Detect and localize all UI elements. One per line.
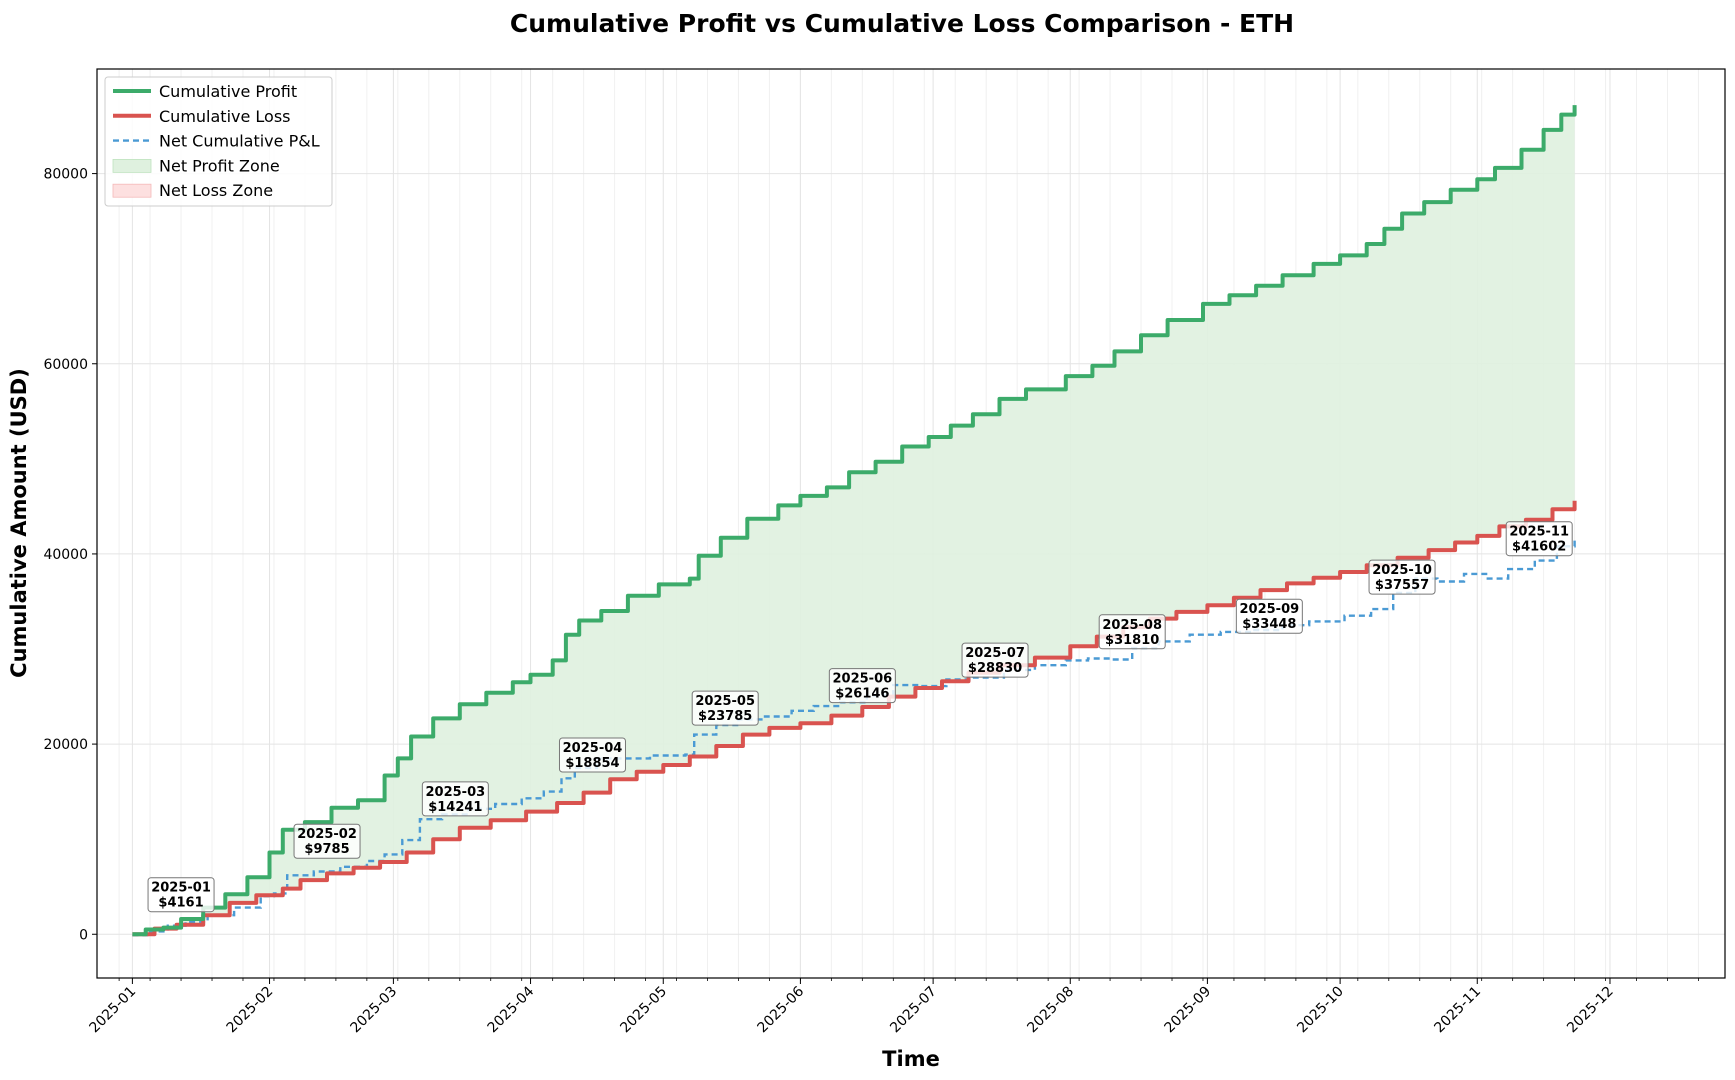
legend-label: Cumulative Profit: [159, 82, 297, 101]
legend-item: Net Loss Zone: [112, 181, 273, 200]
annotation-month: 2025-11: [1509, 525, 1569, 540]
annotation-month: 2025-02: [297, 827, 357, 842]
monthly-annotation: 2025-02$9785: [293, 823, 361, 859]
annotation-value: $33448: [1242, 617, 1296, 632]
annotation-value: $28830: [968, 661, 1022, 676]
annotation-month: 2025-04: [563, 741, 623, 756]
annotation-box: [421, 781, 489, 817]
annotation-value: $9785: [304, 842, 349, 857]
annotation-box: [147, 877, 215, 913]
net-cumulative-pnl-line: [132, 538, 1576, 937]
annotation-value: $37557: [1375, 578, 1429, 593]
legend-box: [104, 76, 333, 207]
y-axis: 0 20000 40000 60000 80000: [43, 167, 97, 943]
legend-label: Cumulative Loss: [159, 107, 291, 126]
legend-item: Net Profit Zone: [112, 156, 280, 175]
x-axis-label: Time: [882, 1047, 940, 1071]
series-lines: [132, 105, 1577, 937]
annotation-box: [558, 737, 626, 773]
legend-patch-swatch: [112, 158, 152, 173]
monthly-annotation: 2025-08$31810: [1098, 614, 1166, 650]
y-axis-label: Cumulative Amount (USD): [7, 368, 31, 678]
annotation-box: [961, 642, 1029, 678]
annotation-box: [1098, 614, 1166, 650]
monthly-annotation: 2025-11$41602: [1505, 521, 1573, 557]
annotation-month: 2025-07: [965, 646, 1025, 661]
legend: Cumulative Profit Cumulative Loss Net Cumu…: [104, 76, 333, 207]
monthly-annotation: 2025-04$18854: [558, 737, 626, 773]
y-tick-label: 20000: [43, 737, 88, 753]
annotation-box: [828, 668, 896, 704]
annotation-value: $41602: [1512, 540, 1566, 555]
cumulative-profit-line: [132, 105, 1577, 937]
annotation-month: 2025-09: [1240, 602, 1300, 617]
legend-item: Cumulative Profit: [113, 82, 297, 101]
annotation-month: 2025-03: [426, 785, 486, 800]
legend-label: Net Cumulative P&L: [159, 132, 320, 151]
annotation-month: 2025-01: [151, 881, 211, 896]
monthly-annotation: 2025-01$4161: [147, 877, 215, 913]
annotation-box: [1235, 598, 1303, 634]
annotation-value: $18854: [565, 756, 619, 771]
annotation-box: [1368, 559, 1436, 595]
monthly-annotation: 2025-07$28830: [961, 642, 1029, 678]
monthly-annotation: 2025-09$33448: [1235, 598, 1303, 634]
annotation-value: $23785: [698, 709, 752, 724]
net-profit-zone: [132, 105, 1575, 935]
legend-label: Net Loss Zone: [159, 181, 273, 200]
monthly-annotation: 2025-05$23785: [691, 690, 759, 726]
annotation-month: 2025-10: [1372, 563, 1432, 578]
annotation-box: [293, 823, 361, 859]
y-tick-label: 60000: [43, 357, 88, 373]
chart-title: Cumulative Profit vs Cumulative Loss Com…: [510, 9, 1294, 38]
legend-label: Net Profit Zone: [159, 156, 280, 175]
legend-item: Cumulative Loss: [113, 107, 291, 126]
annotation-value: $14241: [428, 800, 482, 815]
annotation-value: $4161: [158, 896, 203, 911]
legend-patch-swatch: [112, 183, 152, 198]
plot-frame: [96, 68, 1726, 979]
annotation-month: 2025-06: [833, 672, 893, 687]
monthly-annotation: 2025-03$14241: [421, 781, 489, 817]
legend-item: Net Cumulative P&L: [113, 132, 320, 151]
annotation-value: $31810: [1105, 633, 1159, 648]
monthly-annotation: 2025-10$37557: [1368, 559, 1436, 595]
annotation-month: 2025-08: [1102, 618, 1162, 633]
y-tick-label: 40000: [43, 547, 88, 563]
net-profit-zone-fill: [132, 105, 1575, 935]
cumulative-loss-line: [132, 500, 1577, 937]
monthly-annotations: 2025-01$41612025-02$97852025-03$14241202…: [147, 521, 1573, 913]
annotation-box: [691, 690, 759, 726]
y-tick-label: 80000: [43, 167, 88, 183]
annotation-value: $26146: [835, 687, 889, 702]
annotation-box: [1505, 521, 1573, 557]
annotation-month: 2025-05: [695, 694, 755, 709]
monthly-annotation: 2025-06$26146: [828, 668, 896, 704]
y-tick-label: 0: [79, 927, 88, 943]
